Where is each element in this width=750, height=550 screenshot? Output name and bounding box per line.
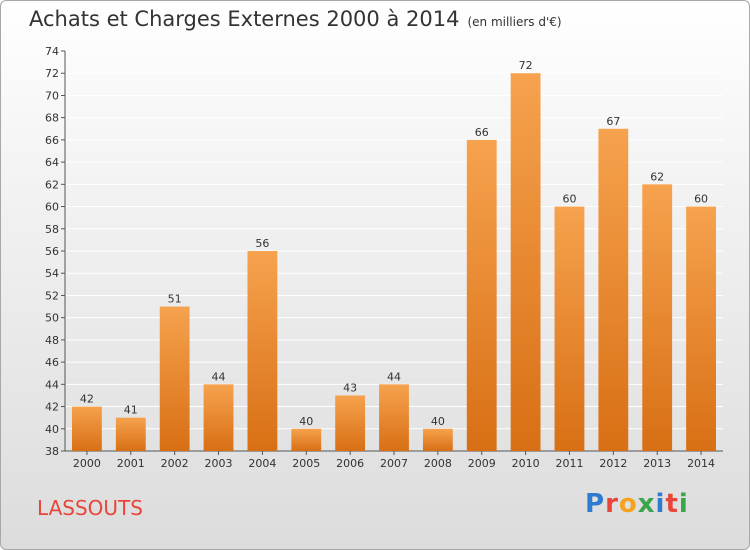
value-label: 40 (431, 415, 445, 428)
y-tick-label: 60 (45, 201, 59, 214)
y-tick-label: 50 (45, 312, 59, 325)
bar-2009 (466, 139, 497, 451)
bar-2013 (642, 184, 673, 452)
value-label: 41 (124, 404, 138, 417)
x-tick-label: 2010 (512, 457, 540, 470)
bars (72, 73, 716, 452)
y-tick-label: 40 (45, 423, 59, 436)
logo-letter: t (665, 489, 679, 519)
x-tick-label: 2014 (687, 457, 715, 470)
y-tick-label: 72 (45, 67, 59, 80)
logo-letter: i (655, 489, 666, 519)
labels: 38 40 42 44 46 48 50 52 54 56 58 60 62 64 66 68 70 72 74 20… (45, 45, 715, 470)
y-tick-label: 70 (45, 89, 59, 102)
bar-2003 (203, 384, 234, 451)
y-tick-label: 68 (45, 112, 59, 125)
y-tick-label: 64 (45, 156, 59, 169)
x-tick-label: 2012 (599, 457, 627, 470)
value-label: 62 (650, 170, 664, 183)
x-tick-label: 2002 (161, 457, 189, 470)
y-tick-label: 46 (45, 356, 59, 369)
chart-title: Achats et Charges Externes 2000 à 2014 (e… (29, 7, 562, 31)
value-label: 40 (299, 415, 313, 428)
y-tick-label: 58 (45, 223, 59, 236)
y-tick-label: 66 (45, 134, 59, 147)
bar-2014 (686, 206, 716, 451)
y-tick-label: 48 (45, 334, 59, 347)
value-label: 44 (387, 370, 401, 383)
value-label: 56 (255, 237, 269, 250)
y-tick-label: 62 (45, 178, 59, 191)
x-tick-label: 2006 (336, 457, 364, 470)
value-label: 51 (168, 293, 182, 306)
value-label: 66 (475, 126, 489, 139)
place-name: LASSOUTS (37, 496, 143, 520)
value-label: 67 (606, 115, 620, 128)
x-tick-label: 2005 (292, 457, 320, 470)
logo-letter: o (618, 489, 638, 519)
bar-2004 (247, 251, 278, 451)
bar-2002 (159, 306, 190, 451)
value-label: 60 (562, 193, 576, 206)
bar-2001 (115, 417, 146, 451)
bar-2012 (598, 128, 629, 451)
x-tick-label: 2003 (205, 457, 233, 470)
value-label: 42 (80, 393, 94, 406)
bar-2006 (335, 395, 366, 451)
y-tick-label: 74 (45, 45, 59, 58)
y-tick-label: 44 (45, 378, 59, 391)
chart-subtitle: (en milliers d'€) (467, 15, 562, 29)
y-tick-label: 56 (45, 245, 59, 258)
logo-letter: x (637, 489, 656, 519)
x-tick-label: 2011 (555, 457, 583, 470)
x-tick-label: 2008 (424, 457, 452, 470)
y-tick-label: 52 (45, 289, 59, 302)
value-label: 60 (694, 193, 708, 206)
title-text: Achats et Charges Externes 2000 à 2014 (29, 7, 460, 31)
bar-2011 (554, 206, 585, 451)
x-tick-label: 2001 (117, 457, 145, 470)
logo-letter: i (678, 489, 689, 519)
y-tick-label: 42 (45, 401, 59, 414)
y-tick-label: 54 (45, 267, 59, 280)
value-label: 44 (212, 370, 226, 383)
proxiti-logo: Proxiti (585, 489, 689, 519)
bar-2007 (379, 384, 409, 451)
x-tick-label: 2013 (643, 457, 671, 470)
bar-2005 (291, 428, 322, 451)
x-tick-label: 2000 (73, 457, 101, 470)
bar-2000 (72, 406, 102, 451)
x-tick-label: 2007 (380, 457, 408, 470)
logo-letter: r (605, 489, 619, 519)
y-tick-label: 38 (45, 445, 59, 458)
logo-letter: P (585, 489, 606, 519)
x-tick-label: 2009 (468, 457, 496, 470)
value-label: 72 (519, 59, 533, 72)
value-label: 43 (343, 381, 357, 394)
bar-2010 (510, 73, 541, 451)
bar-2008 (422, 428, 453, 451)
x-tick-label: 2004 (248, 457, 276, 470)
